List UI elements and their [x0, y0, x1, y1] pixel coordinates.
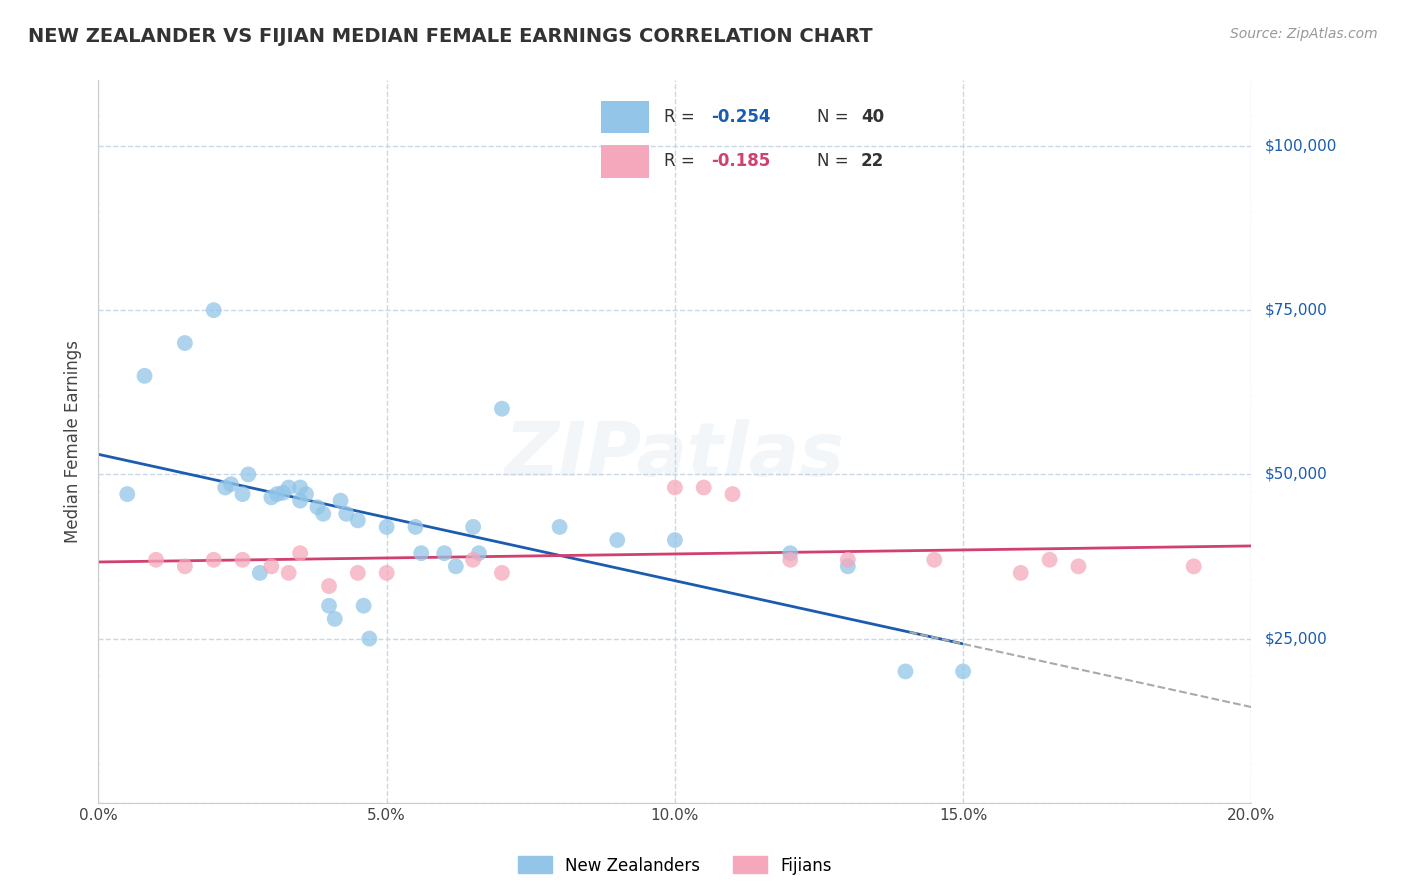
Point: [411, 546, 433, 560]
Point: [444, 559, 467, 574]
FancyBboxPatch shape: [602, 145, 650, 178]
Point: [1067, 559, 1090, 574]
Text: R =: R =: [664, 108, 695, 126]
Point: [174, 559, 197, 574]
Point: [693, 481, 716, 495]
Point: [779, 546, 801, 560]
Point: [1182, 559, 1205, 574]
Text: Source: ZipAtlas.com: Source: ZipAtlas.com: [1230, 27, 1378, 41]
Point: [335, 507, 357, 521]
Point: [260, 491, 283, 505]
Point: [145, 553, 167, 567]
Point: [260, 559, 283, 574]
Point: [117, 487, 139, 501]
Point: [359, 632, 381, 646]
Point: [837, 553, 859, 567]
Point: [290, 546, 312, 560]
Point: [491, 566, 513, 580]
Point: [318, 599, 340, 613]
Point: [375, 520, 398, 534]
Point: [779, 553, 801, 567]
Point: [924, 553, 946, 567]
Point: [375, 566, 398, 580]
Point: [307, 500, 329, 515]
Text: $100,000: $100,000: [1265, 138, 1337, 153]
Point: [664, 533, 686, 547]
Point: [894, 665, 917, 679]
Text: 40: 40: [860, 108, 884, 126]
Text: -0.185: -0.185: [711, 152, 770, 169]
Point: [219, 477, 242, 491]
Text: $50,000: $50,000: [1265, 467, 1329, 482]
Point: [461, 520, 484, 534]
Legend: New Zealanders, Fijians: New Zealanders, Fijians: [512, 850, 838, 881]
Point: [202, 553, 225, 567]
Text: $25,000: $25,000: [1265, 632, 1329, 646]
Point: [290, 481, 312, 495]
Point: [290, 493, 312, 508]
Point: [214, 481, 236, 495]
Text: NEW ZEALANDER VS FIJIAN MEDIAN FEMALE EARNINGS CORRELATION CHART: NEW ZEALANDER VS FIJIAN MEDIAN FEMALE EA…: [28, 27, 873, 45]
Point: [491, 401, 513, 416]
Text: N =: N =: [817, 108, 849, 126]
Text: 22: 22: [860, 152, 884, 169]
Point: [174, 336, 197, 351]
Point: [721, 487, 744, 501]
Point: [461, 553, 484, 567]
Point: [238, 467, 260, 482]
Point: [1039, 553, 1062, 567]
Point: [134, 368, 156, 383]
Point: [346, 513, 368, 527]
Point: [249, 566, 271, 580]
Point: [329, 493, 352, 508]
Point: [346, 566, 368, 580]
Text: N =: N =: [817, 152, 849, 169]
Point: [295, 487, 318, 501]
FancyBboxPatch shape: [602, 101, 650, 133]
Point: [318, 579, 340, 593]
Point: [231, 553, 254, 567]
Point: [952, 665, 974, 679]
Point: [231, 487, 254, 501]
Text: $75,000: $75,000: [1265, 302, 1329, 318]
Point: [323, 612, 346, 626]
Point: [202, 303, 225, 318]
Point: [266, 487, 288, 501]
Point: [837, 559, 859, 574]
Text: R =: R =: [664, 152, 695, 169]
Point: [468, 546, 491, 560]
Point: [664, 481, 686, 495]
Y-axis label: Median Female Earnings: Median Female Earnings: [63, 340, 82, 543]
Point: [271, 485, 294, 500]
Point: [353, 599, 375, 613]
Point: [312, 507, 335, 521]
Text: -0.254: -0.254: [711, 108, 770, 126]
Point: [405, 520, 427, 534]
Point: [548, 520, 571, 534]
Point: [277, 481, 299, 495]
Point: [433, 546, 456, 560]
Point: [1010, 566, 1032, 580]
Point: [606, 533, 628, 547]
Point: [277, 566, 299, 580]
Text: ZIPatlas: ZIPatlas: [505, 419, 845, 492]
